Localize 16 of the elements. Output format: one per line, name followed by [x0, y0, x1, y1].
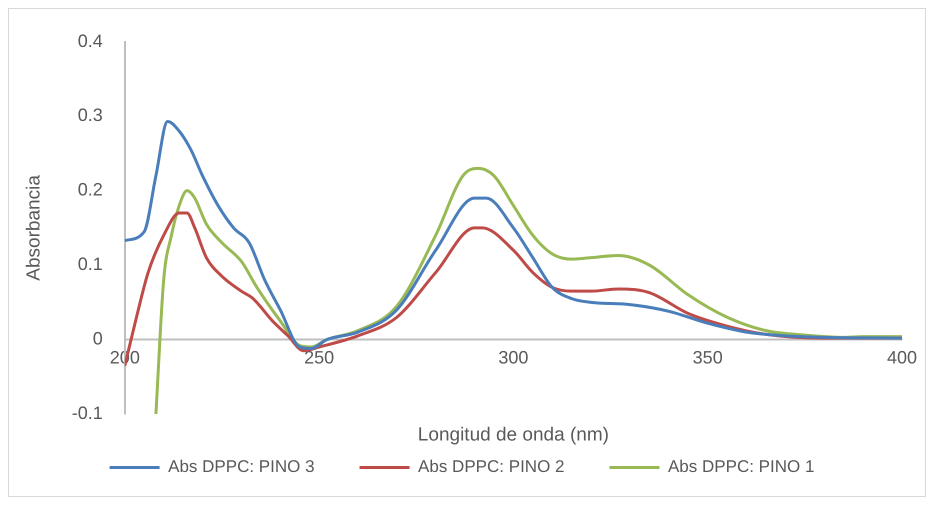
- x-tick-label: 300: [498, 347, 528, 368]
- legend-label: Abs DPPC: PINO 1: [668, 457, 814, 476]
- y-axis-title: Absorbancia: [24, 174, 45, 281]
- y-tick-label: 0.1: [78, 254, 103, 274]
- y-tick-label: 0.3: [78, 105, 103, 126]
- x-tick-label: 400: [886, 347, 918, 368]
- x-tick-label: 350: [692, 347, 723, 368]
- x-axis-title: Longitud de onda (nm): [418, 424, 609, 446]
- legend-label: Abs DPPC: PINO 2: [418, 457, 564, 476]
- x-tick-label: 250: [304, 347, 334, 368]
- y-tick-label: 0.2: [78, 180, 103, 200]
- legend-label: Abs DPPC: PINO 3: [168, 457, 315, 476]
- y-tick-label: 0: [92, 328, 103, 349]
- line-series: [124, 120, 902, 350]
- y-tick-label: -0.1: [72, 402, 103, 423]
- y-tick-label: 0.4: [78, 30, 103, 51]
